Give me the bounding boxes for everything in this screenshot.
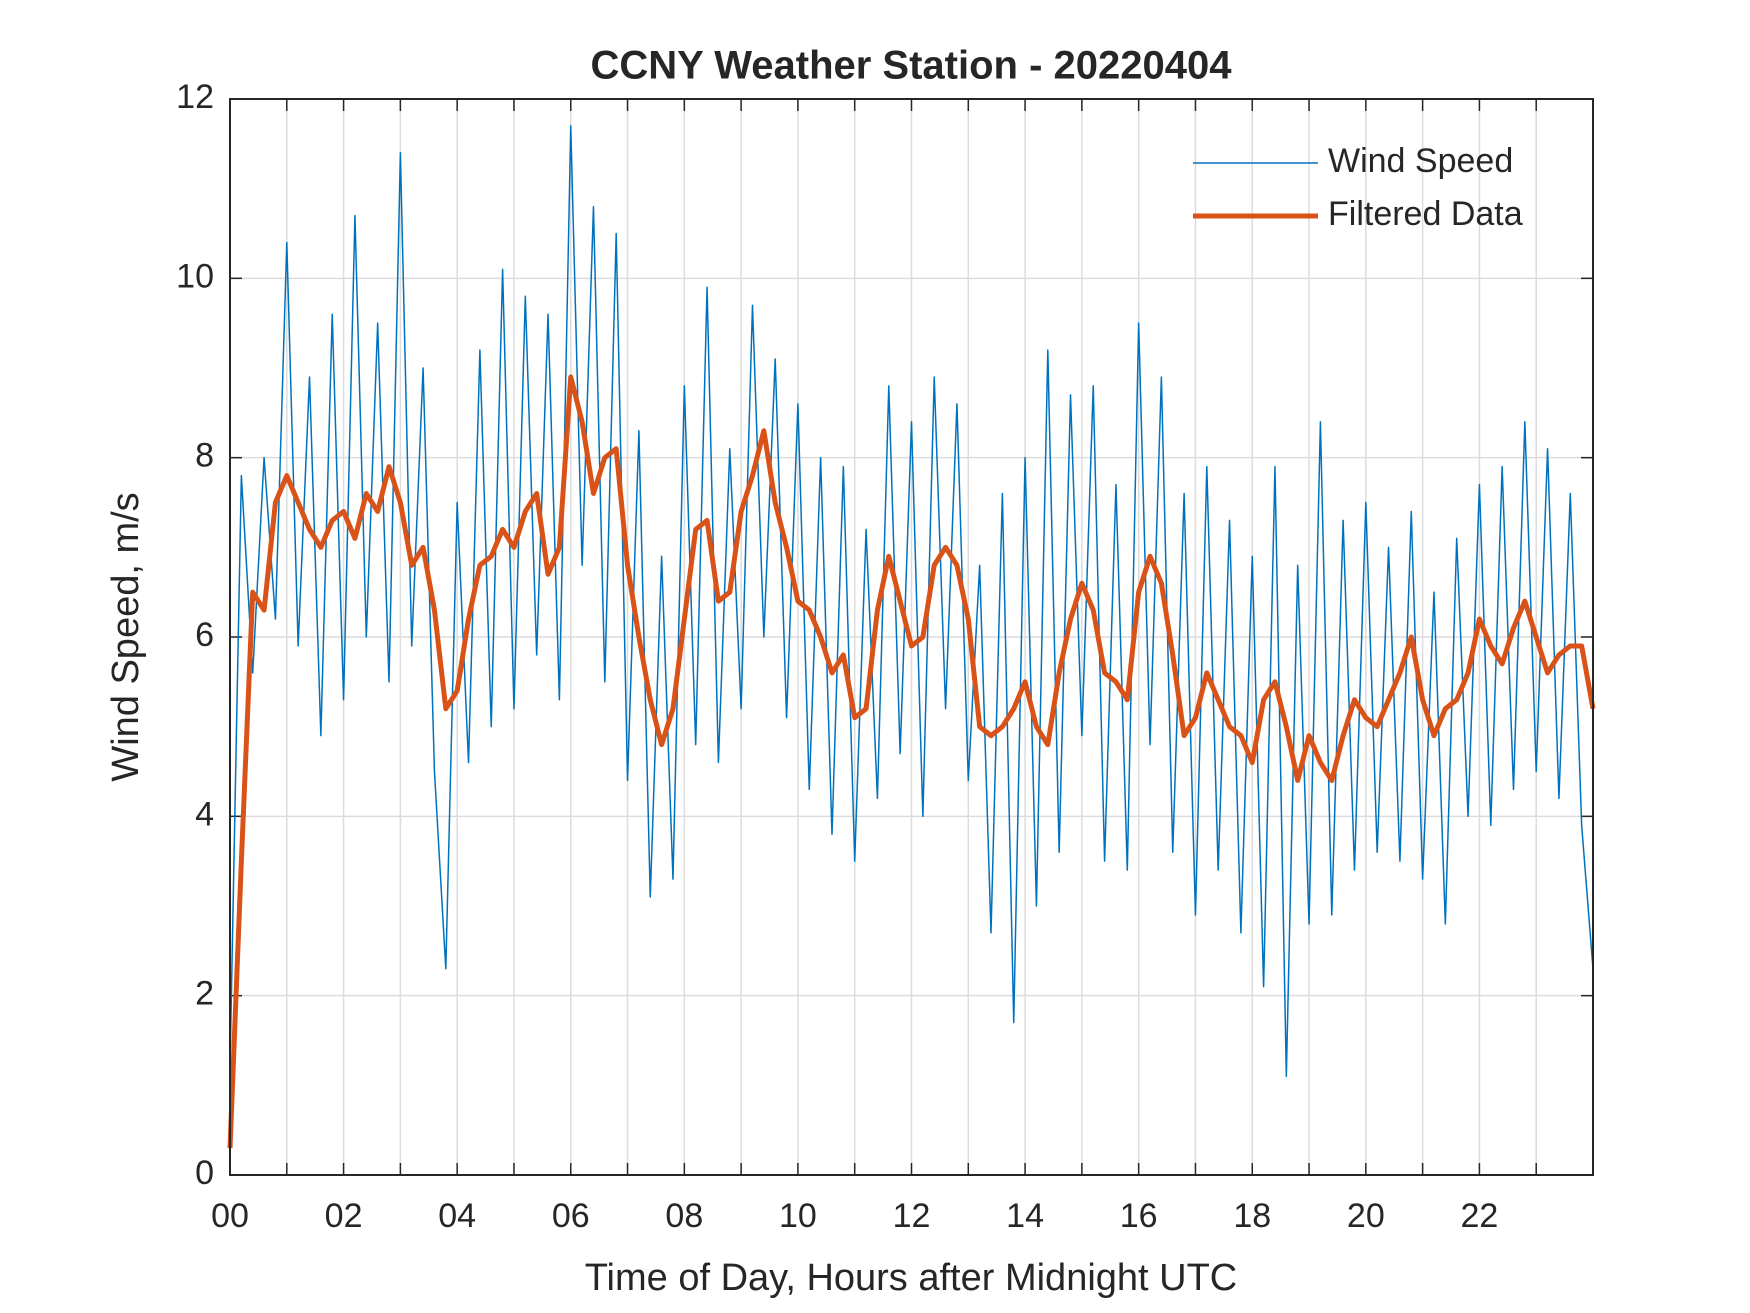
legend-label: Wind Speed bbox=[1328, 142, 1513, 180]
x-tick-label: 08 bbox=[665, 1197, 703, 1235]
x-axis-label: Time of Day, Hours after Midnight UTC bbox=[585, 1257, 1238, 1299]
y-tick-label: 2 bbox=[195, 975, 214, 1013]
x-tick-label: 20 bbox=[1347, 1197, 1385, 1235]
x-tick-label: 12 bbox=[893, 1197, 931, 1235]
x-tick-label: 04 bbox=[438, 1197, 476, 1235]
y-tick-label: 10 bbox=[176, 257, 214, 295]
y-tick-label: 12 bbox=[176, 78, 214, 116]
x-tick-label: 18 bbox=[1233, 1197, 1271, 1235]
chart-title: CCNY Weather Station - 20220404 bbox=[591, 44, 1233, 88]
legend-label: Filtered Data bbox=[1328, 195, 1523, 233]
x-tick-label: 00 bbox=[211, 1197, 249, 1235]
data-line bbox=[227, 374, 1596, 1149]
plot-frame bbox=[229, 98, 1594, 1176]
x-tick-label: 06 bbox=[552, 1197, 590, 1235]
y-tick-label: 0 bbox=[195, 1154, 214, 1192]
x-tick-label: 10 bbox=[779, 1197, 817, 1235]
y-axis-label: Wind Speed, m/s bbox=[105, 492, 147, 781]
x-tick-label: 22 bbox=[1461, 1197, 1499, 1235]
y-tick-label: 4 bbox=[195, 795, 214, 833]
x-tick-label: 14 bbox=[1006, 1197, 1044, 1235]
y-tick-label: 6 bbox=[195, 616, 214, 654]
x-tick-label: 16 bbox=[1120, 1197, 1158, 1235]
data-line bbox=[229, 125, 1594, 1078]
y-tick-label: 8 bbox=[195, 437, 214, 475]
x-tick-label: 02 bbox=[325, 1197, 363, 1235]
